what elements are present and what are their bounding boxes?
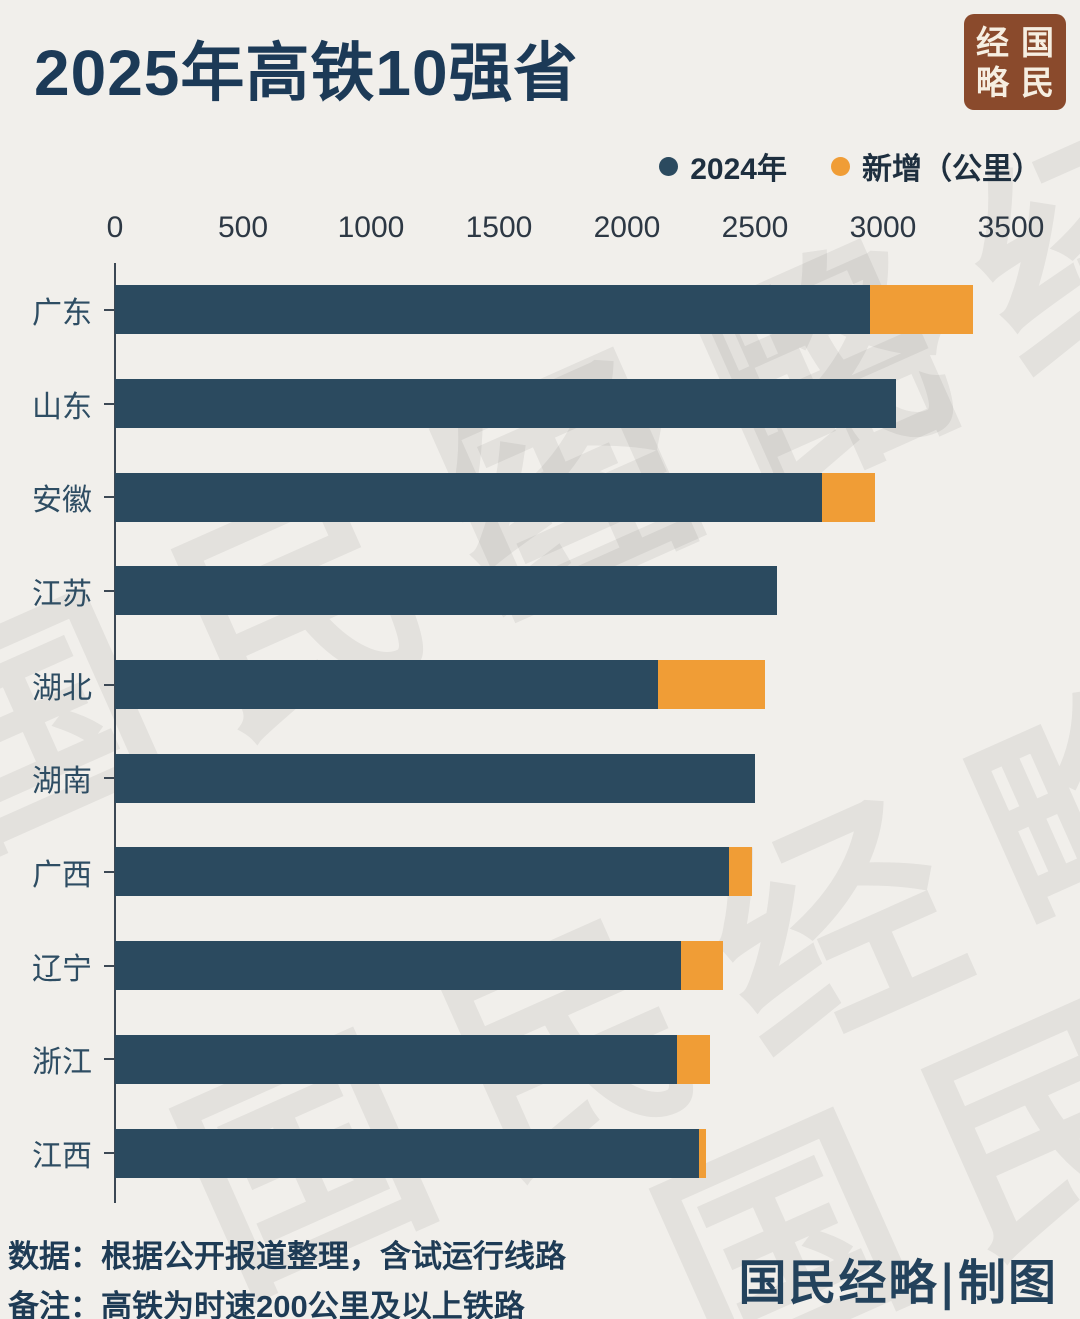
legend-dot-new-added-icon	[831, 156, 850, 176]
category-label: 湖北	[32, 671, 92, 705]
bar-row: 江西	[0, 1106, 1080, 1200]
logo-char: 国	[1021, 22, 1054, 62]
category-label: 广西	[32, 858, 92, 892]
bar-track	[115, 847, 1011, 897]
legend-dot-2024-icon	[659, 156, 679, 176]
legend-label-2024: 2024年	[690, 153, 787, 186]
x-axis: 0 500 1000 1500 2000 2500 3000 3500	[107, 211, 1045, 249]
y-axis-tick	[104, 308, 115, 311]
bar-segment-2024	[115, 1034, 677, 1084]
bar-track	[115, 379, 1011, 429]
y-axis-tick	[104, 777, 115, 780]
bar-segment-new-added	[657, 660, 766, 710]
bar-track	[115, 1034, 1011, 1084]
bar-row: 江苏	[0, 544, 1080, 638]
bar-row: 湖北	[0, 638, 1080, 732]
bar-track	[115, 1128, 1011, 1178]
category-label: 江苏	[32, 577, 92, 611]
legend-label-new-added: 新增（公里）	[862, 153, 1042, 186]
x-axis-tick-label: 2500	[721, 211, 789, 244]
y-axis-tick	[104, 683, 115, 686]
bar-segment-2024	[115, 660, 658, 710]
bar-row: 山东	[0, 357, 1080, 451]
logo-char: 略	[976, 62, 1009, 102]
bar-segment-2024	[115, 941, 681, 991]
credit-signature: 国民经略|制图	[738, 1255, 1058, 1311]
x-axis-tick-label: 0	[106, 211, 124, 244]
category-label: 辽宁	[32, 952, 92, 986]
bar-segment-new-added	[870, 285, 973, 335]
x-axis-tick-label: 1500	[465, 211, 533, 244]
y-axis-tick	[104, 964, 115, 967]
legend-item-new-added: 新增（公里）	[831, 144, 1042, 188]
data-source-note: 数据：根据公开报道整理，含试运行线路	[8, 1239, 566, 1274]
bar-track	[115, 660, 1011, 710]
bar-rows: 广东山东安徽江苏湖北湖南广西辽宁浙江江西	[0, 263, 1080, 1200]
bar-segment-2024	[115, 472, 822, 522]
bar-row: 浙江	[0, 1013, 1080, 1107]
x-axis-tick-label: 1000	[337, 211, 405, 244]
y-axis-tick	[104, 1058, 115, 1061]
bar-segment-new-added	[729, 847, 753, 897]
bar-segment-2024	[115, 753, 755, 803]
category-label: 安徽	[32, 484, 92, 518]
bar-chart: 0 500 1000 1500 2000 2500 3000 3500 广东山东安徽江苏湖北湖…	[0, 205, 1080, 1225]
bar-segment-2024	[115, 379, 896, 429]
logo-char: 经	[976, 22, 1009, 62]
bar-segment-new-added	[698, 1128, 707, 1178]
y-axis-tick	[104, 402, 115, 405]
bar-track	[115, 566, 1011, 616]
category-label: 山东	[32, 390, 92, 424]
bar-segment-new-added	[680, 941, 723, 991]
legend: 2024年 新增（公里）	[659, 144, 1042, 188]
bar-track	[115, 753, 1011, 803]
bar-segment-2024	[115, 847, 730, 897]
bar-track	[115, 472, 1011, 522]
y-axis-tick	[104, 870, 115, 873]
category-label: 湖南	[32, 765, 92, 799]
bar-row: 湖南	[0, 731, 1080, 825]
bar-row: 广西	[0, 825, 1080, 919]
x-axis-tick-label: 2000	[593, 211, 661, 244]
bar-segment-2024	[115, 566, 777, 616]
x-axis-tick-label: 3500	[977, 211, 1045, 244]
bar-segment-2024	[115, 285, 871, 335]
y-axis-tick	[104, 1152, 115, 1155]
brand-logo: 经 国 略 民	[964, 14, 1066, 110]
bar-track	[115, 941, 1011, 991]
category-label: 浙江	[32, 1046, 92, 1080]
y-axis-line	[114, 263, 116, 1203]
x-axis-tick-label: 500	[217, 211, 269, 244]
x-axis-tick-label: 3000	[849, 211, 917, 244]
page-title: 2025年高铁10强省	[34, 37, 579, 109]
bar-segment-new-added	[821, 472, 876, 522]
bar-segment-2024	[115, 1128, 699, 1178]
category-label: 广东	[32, 296, 92, 330]
y-axis-tick	[104, 496, 115, 499]
bar-row: 广东	[0, 263, 1080, 357]
bar-row: 安徽	[0, 450, 1080, 544]
y-axis-tick	[104, 589, 115, 592]
bar-segment-new-added	[676, 1034, 711, 1084]
remark-note: 备注：高铁为时速200公里及以上铁路	[8, 1289, 525, 1319]
bar-row: 辽宁	[0, 919, 1080, 1013]
logo-char: 民	[1021, 62, 1054, 102]
bar-track	[115, 285, 1011, 335]
legend-item-2024: 2024年	[659, 144, 787, 188]
category-label: 江西	[32, 1140, 92, 1174]
